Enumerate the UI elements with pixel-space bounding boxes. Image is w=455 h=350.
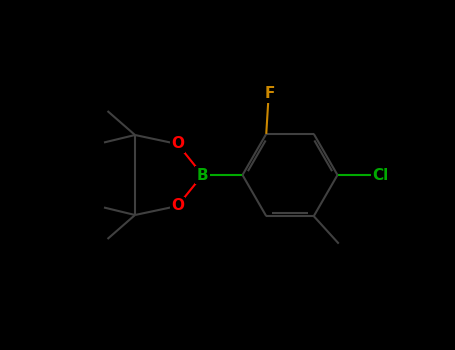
Text: B: B [197,168,208,182]
Text: O: O [171,198,184,214]
Text: F: F [265,86,275,102]
Text: O: O [171,136,184,152]
Text: Cl: Cl [372,168,388,182]
